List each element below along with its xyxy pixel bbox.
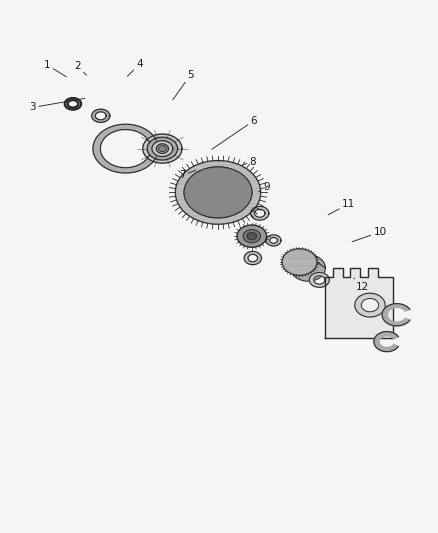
Ellipse shape <box>361 298 379 312</box>
Text: 11: 11 <box>328 199 355 215</box>
Polygon shape <box>93 124 156 173</box>
Polygon shape <box>382 304 410 326</box>
Ellipse shape <box>355 293 385 317</box>
Ellipse shape <box>147 137 177 160</box>
Polygon shape <box>152 141 173 157</box>
Polygon shape <box>309 272 329 287</box>
Text: 6: 6 <box>212 116 257 149</box>
Text: 12: 12 <box>354 278 369 292</box>
Polygon shape <box>65 98 81 110</box>
Text: 10: 10 <box>352 227 387 242</box>
Text: 9: 9 <box>258 182 270 192</box>
Text: 5: 5 <box>173 70 194 100</box>
Ellipse shape <box>247 232 257 240</box>
Polygon shape <box>143 134 182 163</box>
Ellipse shape <box>184 167 252 218</box>
Ellipse shape <box>290 255 325 281</box>
Ellipse shape <box>243 230 261 243</box>
Polygon shape <box>266 235 281 246</box>
Polygon shape <box>92 109 110 123</box>
Ellipse shape <box>237 225 267 247</box>
Polygon shape <box>244 252 261 265</box>
Text: 8: 8 <box>243 157 256 166</box>
Text: 7: 7 <box>179 171 196 180</box>
Polygon shape <box>374 332 399 352</box>
Ellipse shape <box>282 249 317 275</box>
Text: 2: 2 <box>74 61 86 75</box>
Ellipse shape <box>159 146 166 151</box>
Polygon shape <box>251 206 269 220</box>
Text: 3: 3 <box>29 99 85 112</box>
Polygon shape <box>175 160 261 224</box>
Polygon shape <box>325 268 393 338</box>
Text: 1: 1 <box>44 60 67 77</box>
Text: 4: 4 <box>127 59 143 76</box>
